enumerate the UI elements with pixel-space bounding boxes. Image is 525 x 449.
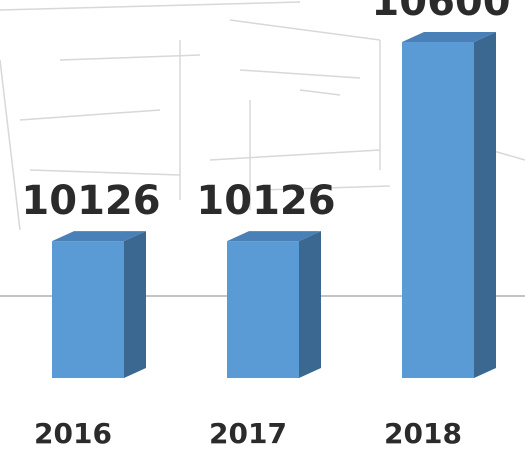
x-tick-label: 2018 <box>384 417 462 449</box>
bar <box>227 241 299 378</box>
bar-top <box>52 231 146 242</box>
value-label: 10600 <box>371 0 510 25</box>
value-label: 10126 <box>21 178 160 224</box>
bar-top <box>227 231 321 242</box>
bar-top <box>402 32 496 42</box>
value-label: 10126 <box>196 178 335 224</box>
bar <box>402 42 474 378</box>
bar-side <box>124 231 146 378</box>
bar-side <box>299 231 321 378</box>
x-tick-label: 2016 <box>34 417 112 449</box>
bar <box>52 241 124 378</box>
bar-side <box>474 32 496 378</box>
x-tick-label: 2017 <box>209 417 287 449</box>
